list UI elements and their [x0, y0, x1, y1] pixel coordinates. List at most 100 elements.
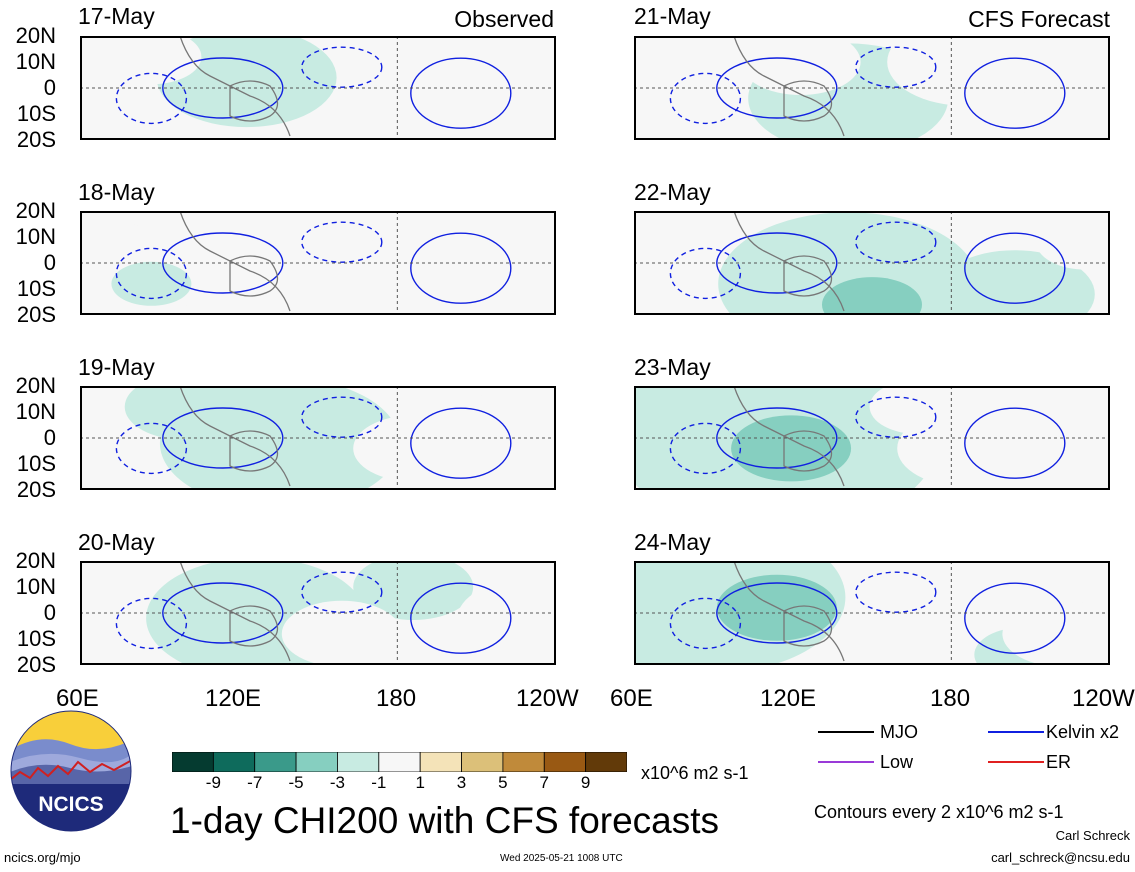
colorbar-tick-label: -9: [205, 773, 221, 792]
anomaly-shading: [740, 36, 861, 95]
lat-tick-label: 20S: [16, 302, 56, 327]
panel-date: 21-May: [634, 3, 711, 29]
coastline: [733, 386, 845, 487]
kelvin-contour: [301, 571, 383, 613]
kelvin-contour: [716, 407, 838, 469]
colorbar-swatch: [212, 752, 256, 772]
anomaly-shading: [822, 277, 922, 315]
panel-date: 22-May: [634, 179, 711, 205]
colorbar-tick-label: 1: [415, 773, 425, 792]
forecast-label: CFS Forecast: [968, 6, 1110, 32]
anomaly-shading: [230, 66, 311, 110]
colorbar: [172, 752, 627, 772]
colorbar-units: x10^6 m2 s-1: [641, 763, 749, 783]
panel-frame: [634, 386, 1110, 490]
lat-tick-label: 0: [43, 425, 56, 450]
kelvin-contour: [115, 247, 188, 300]
coastline: [179, 36, 291, 137]
kelvin-contour: [716, 57, 838, 119]
kelvin-contour: [964, 57, 1066, 129]
kelvin-contour: [115, 72, 188, 125]
kelvin-contour: [115, 422, 188, 475]
lat-tick-label: 10S: [16, 276, 56, 301]
anomaly-shading: [1026, 44, 1110, 111]
colorbar-tick-label: -5: [288, 773, 304, 792]
kelvin-contour: [716, 582, 838, 644]
kelvin-contour: [716, 232, 838, 294]
panel-date: 20-May: [78, 529, 155, 555]
kelvin-contour: [669, 72, 742, 125]
colorbar-swatch: [337, 752, 380, 772]
colorbar-tick-label: 3: [456, 773, 467, 792]
colorbar-tick-label: 9: [580, 773, 591, 792]
panel-frame: [80, 36, 556, 140]
lat-tick-label: 20N: [15, 198, 56, 223]
lat-tick-label: 10S: [16, 101, 56, 126]
lat-tick-label: 0: [43, 600, 56, 625]
panel-frame: [634, 36, 1110, 140]
anomaly-shading: [1036, 214, 1110, 270]
lon-tick-label: 120W: [1072, 685, 1135, 712]
kelvin-contour: [669, 247, 742, 300]
anomaly-shading: [934, 250, 1095, 315]
coastline: [733, 211, 845, 312]
kelvin-contour: [855, 221, 937, 263]
colorbar-swatch: [378, 752, 421, 772]
anomaly-shading: [281, 600, 402, 665]
map-panel: [80, 386, 556, 490]
kelvin-contour: [115, 597, 188, 650]
kelvin-contour: [162, 582, 284, 644]
anomaly-shading: [353, 415, 474, 482]
lon-tick-label: 120E: [760, 685, 817, 712]
anomaly-shading: [124, 386, 245, 440]
anomaly-shading: [457, 579, 556, 657]
map-panel: [80, 36, 556, 140]
colorbar-tick-label: -7: [247, 773, 263, 792]
anomaly-shading: [353, 561, 474, 620]
author-email: carl_schreck@ncsu.edu: [991, 850, 1130, 865]
logo-text: NCICS: [38, 793, 103, 816]
coastline: [179, 386, 291, 487]
lat-tick-label: 0: [43, 75, 56, 100]
panel-date: 17-May: [78, 3, 155, 29]
coastline: [179, 211, 291, 312]
anomaly-shading: [101, 36, 202, 85]
map-panel: [634, 386, 1110, 490]
colorbar-swatch: [295, 752, 338, 772]
kelvin-contour: [410, 232, 512, 304]
panel-date: 18-May: [78, 179, 155, 205]
lat-tick-label: 0: [43, 250, 56, 275]
lat-tick-label: 20N: [15, 548, 56, 573]
anomaly-shading: [1002, 600, 1110, 665]
lat-tick-label: 10N: [15, 399, 56, 424]
panel-frame: [80, 211, 556, 315]
colorbar-swatch: [502, 752, 545, 772]
lon-tick-label: 180: [930, 685, 971, 712]
anomaly-shading: [634, 386, 742, 440]
lat-tick-label: 20S: [16, 652, 56, 677]
coastline: [733, 561, 845, 662]
colorbar-swatch: [585, 752, 627, 772]
colorbar-swatch: [543, 752, 587, 772]
panel-date: 24-May: [634, 529, 711, 555]
kelvin-contour: [301, 46, 383, 88]
kelvin-contour: [301, 221, 383, 263]
anomaly-shading: [634, 75, 718, 140]
panel-date: 19-May: [78, 354, 155, 380]
coastline: [733, 36, 845, 137]
colorbar-swatch: [254, 752, 297, 772]
observed-label: Observed: [454, 6, 554, 32]
colorbar-swatch: [419, 752, 462, 772]
kelvin-contour: [162, 57, 284, 119]
map-panel: [80, 211, 556, 315]
kelvin-contour: [162, 232, 284, 294]
lat-tick-label: 10S: [16, 451, 56, 476]
lat-tick-label: 10S: [16, 626, 56, 651]
panel-frame: [80, 386, 556, 490]
timestamp: Wed 2025-05-21 1008 UTC: [500, 853, 623, 864]
contour-note: Contours every 2 x10^6 m2 s-1: [814, 802, 1064, 822]
legend-kelvin: Kelvin x2: [1046, 722, 1120, 742]
panel-frame: [634, 211, 1110, 315]
colorbar-tick-label: 7: [539, 773, 549, 792]
author: Carl Schreck: [1055, 828, 1130, 843]
